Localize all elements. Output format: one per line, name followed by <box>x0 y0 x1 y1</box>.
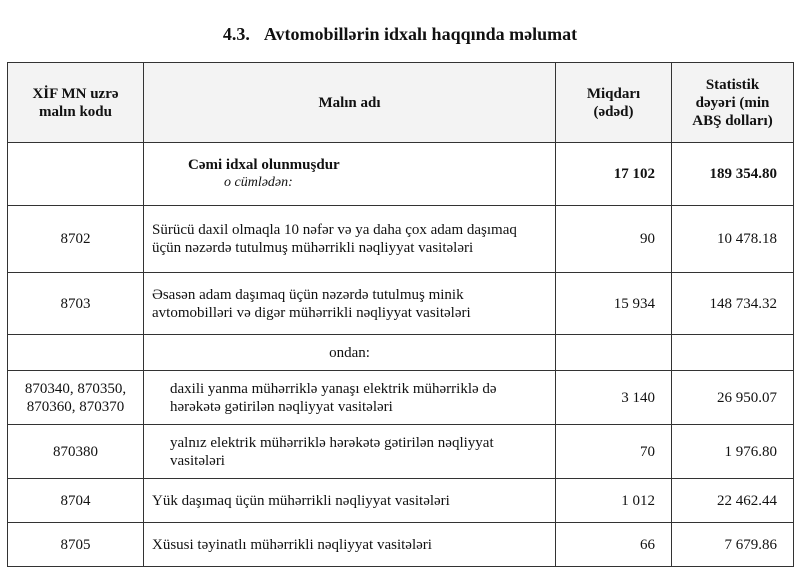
row-name: Əsasən adam daşımaq üçün nəzərdə tutulmu… <box>143 272 556 335</box>
subheading: ondan: <box>143 334 556 371</box>
table-row: 870340, 870350, 870360, 870370 daxili ya… <box>7 370 794 425</box>
row-value: 148 734.32 <box>671 272 794 335</box>
subheading-row: ondan: <box>7 334 794 371</box>
total-sublabel: o cümlədən: <box>224 175 293 190</box>
row-code: 8703 <box>7 272 144 335</box>
total-value: 189 354.80 <box>671 142 794 206</box>
row-code: 8702 <box>7 205 144 273</box>
row-quantity: 15 934 <box>555 272 672 335</box>
row-name: Xüsusi təyinatlı mühərrikli nəqliyyat va… <box>143 522 556 567</box>
import-table: XİF MN uzrə malın kodu Malın adı Miqdarı… <box>7 62 794 567</box>
header-value: Statistik dəyəri (min ABŞ dolları) <box>671 62 794 143</box>
row-name: yalnız elektrik mühərriklə hərəkətə gəti… <box>143 424 556 479</box>
row-quantity: 90 <box>555 205 672 273</box>
header-code: XİF MN uzrə malın kodu <box>7 62 144 143</box>
row-code: 870340, 870350, 870360, 870370 <box>7 370 144 425</box>
row-value: 26 950.07 <box>671 370 794 425</box>
header-quantity: Miqdarı (ədəd) <box>555 62 672 143</box>
total-quantity: 17 102 <box>555 142 672 206</box>
table-number: 4.3. <box>222 24 250 44</box>
row-value: 1 976.80 <box>671 424 794 479</box>
row-quantity: 3 140 <box>555 370 672 425</box>
table-title: 4.3. Avtomobillərin idxalı haqqında məlum… <box>0 24 800 45</box>
header-name: Malın adı <box>143 62 556 143</box>
row-quantity: 66 <box>555 522 672 567</box>
row-code: 8705 <box>7 522 144 567</box>
row-name: Yük daşımaq üçün mühərrikli nəqliyyat va… <box>143 478 556 523</box>
row-code: 8704 <box>7 478 144 523</box>
total-label: Cəmi idxal olunmuşdur <box>188 157 340 173</box>
row-name: Sürücü daxil olmaqla 10 nəfər və ya daha… <box>143 205 556 273</box>
row-quantity: 1 012 <box>555 478 672 523</box>
header-row: XİF MN uzrə malın kodu Malın adı Miqdarı… <box>7 62 794 143</box>
row-value: 7 679.86 <box>671 522 794 567</box>
total-row: Cəmi idxal olunmuşdur o cümlədən: 17 102 … <box>7 142 794 206</box>
table-row: 8704 Yük daşımaq üçün mühərrikli nəqliyy… <box>7 478 794 523</box>
table-title-text: Avtomobillərin idxalı haqqında məlumat <box>263 24 578 44</box>
table-row: 8705 Xüsusi təyinatlı mühərrikli nəqliyy… <box>7 522 794 567</box>
row-quantity: 70 <box>555 424 672 479</box>
table-row: 8703 Əsasən adam daşımaq üçün nəzərdə tu… <box>7 272 794 335</box>
row-name: daxili yanma mühərriklə yanaşı elektrik … <box>143 370 556 425</box>
row-code: 870380 <box>7 424 144 479</box>
table-row: 870380 yalnız elektrik mühərriklə hərəkə… <box>7 424 794 479</box>
row-value: 22 462.44 <box>671 478 794 523</box>
row-value: 10 478.18 <box>671 205 794 273</box>
table-row: 8702 Sürücü daxil olmaqla 10 nəfər və ya… <box>7 205 794 273</box>
